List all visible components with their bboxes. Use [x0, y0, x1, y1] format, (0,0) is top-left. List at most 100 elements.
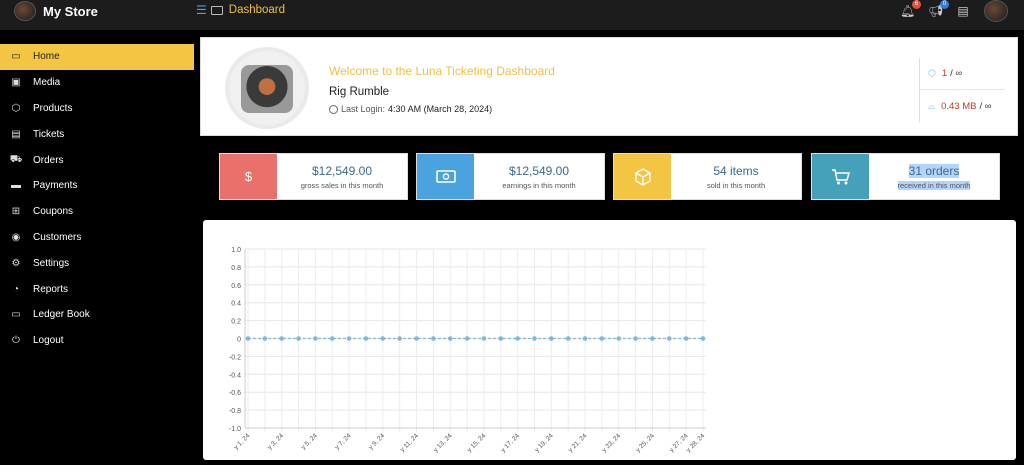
- welcome-heading: Welcome to the Luna Ticketing Dashboard: [329, 64, 555, 78]
- money-icon: ▭: [11, 309, 21, 321]
- sidebar-item-label: Orders: [33, 154, 64, 166]
- sidebar-item-label: Reports: [33, 283, 69, 295]
- sidebar-item-label: Tickets: [33, 128, 65, 140]
- storage-used: 0.43 MB: [941, 100, 977, 112]
- data-point: [650, 336, 655, 341]
- credit-card-icon: ▬: [11, 180, 21, 192]
- stat-value: $12,549.00: [508, 163, 570, 178]
- last-login: Last Login: 4:30 AM (March 28, 2024): [329, 104, 492, 114]
- megaphone-icon[interactable]: 📢︎ 0: [928, 0, 949, 18]
- sales-line-chart: 1.0 0.8 0.6 0.4 0.2 0 -0.2 -0.4 -0.6 -0.8 -1.0y 1,…: [229, 247, 707, 454]
- y-tick-label: 0.8: [231, 265, 241, 272]
- store-name: Rig Rumble: [329, 86, 390, 98]
- sidebar-item-tickets[interactable]: ▤ Tickets: [0, 121, 194, 147]
- clock-icon: [329, 104, 338, 114]
- monitor-icon: ▭: [11, 51, 21, 63]
- menu-toggle-icon[interactable]: ☰: [196, 3, 207, 17]
- data-point: [481, 336, 487, 341]
- data-point: [599, 336, 605, 341]
- gift-icon: ⊞: [11, 206, 21, 218]
- sidebar-item-orders[interactable]: ⛟ Orders: [0, 147, 194, 173]
- pie-chart-icon: ◔: [12, 283, 20, 295]
- y-tick-label: 0.2: [231, 319, 241, 326]
- cart-icon: ⛟: [9, 153, 23, 165]
- sidebar-item-reports[interactable]: ◔ Reports: [0, 276, 194, 302]
- y-tick-label: -0.4: [229, 372, 241, 379]
- last-login-value: 4:30 AM (March 28, 2024): [388, 104, 493, 114]
- stat-card-earnings: $12,549.00 earnings in this month: [416, 153, 605, 200]
- sidebar-item-coupons[interactable]: ⊞ Coupons: [0, 199, 194, 225]
- x-tick-label: y 1, 24: [233, 432, 252, 451]
- data-point: [616, 336, 622, 341]
- x-tick-label: y 15, 24: [466, 432, 488, 454]
- data-point: [565, 336, 571, 341]
- announcement-badge: 0: [940, 0, 949, 9]
- data-point: [498, 336, 504, 341]
- notification-badge: 6: [912, 0, 921, 9]
- sidebar-item-customers[interactable]: ◉ Customers: [0, 225, 194, 251]
- sidebar-item-logout[interactable]: ⏻ Logout: [0, 328, 194, 354]
- data-point: [582, 336, 588, 341]
- box-icon: ⬡: [928, 68, 936, 78]
- sidebar-item-payments[interactable]: ▬ Payments: [0, 173, 194, 199]
- stat-caption: earnings in this month: [502, 180, 576, 190]
- sidebar-item-label: Products: [33, 102, 73, 114]
- data-point: [683, 336, 689, 341]
- sidebar-item-label: Customers: [33, 231, 82, 243]
- sidebar-item-media[interactable]: ▣ Media: [0, 70, 194, 96]
- data-point: [296, 336, 301, 341]
- sidebar-item-label: Coupons: [33, 206, 74, 218]
- sidebar-item-ledger-book[interactable]: ▭ Ledger Book: [0, 302, 194, 328]
- monitor-icon: [210, 5, 223, 15]
- sidebar: ▭ Home ▣ Media ⬡ Products ▤ Tickets ⛟ Orders …: [0, 44, 194, 354]
- sidebar-item-settings[interactable]: ⚙ Settings: [0, 250, 194, 276]
- breadcrumb: ☰ Dashboard: [196, 3, 285, 17]
- sidebar-item-label: Ledger Book: [33, 309, 90, 321]
- data-point: [279, 336, 285, 341]
- sidebar-item-home[interactable]: ▭ Home: [0, 44, 194, 70]
- sidebar-item-label: Home: [33, 51, 60, 63]
- truck-logo-image: [241, 65, 293, 113]
- data-point: [380, 336, 386, 341]
- document-icon[interactable]: ▤: [957, 4, 969, 18]
- x-tick-label: y 5, 24: [300, 432, 319, 451]
- data-point: [329, 336, 335, 341]
- data-point: [515, 336, 520, 341]
- hard-drive-icon: ⌓: [928, 100, 936, 111]
- storage-usage: ⌓ 0.43 MB / ∞: [920, 90, 1005, 122]
- y-tick-label: 0.6: [231, 283, 241, 290]
- cart-icon: [812, 154, 869, 199]
- x-tick-label: y 13, 24: [432, 432, 454, 454]
- stat-caption: received in this month: [897, 180, 971, 190]
- x-tick-label: y 7, 24: [334, 432, 353, 451]
- data-point: [313, 336, 318, 341]
- x-tick-label: y 21, 24: [567, 432, 589, 454]
- store-logo: [225, 47, 309, 129]
- store-avatar: [14, 1, 36, 21]
- bell-icon[interactable]: 🔔︎ 6: [900, 0, 921, 18]
- breadcrumb-label[interactable]: Dashboard: [228, 4, 286, 16]
- data-point: [397, 336, 402, 341]
- stat-card-orders: 31 orders received in this month: [811, 153, 1000, 200]
- sidebar-item-products[interactable]: ⬡ Products: [0, 96, 194, 122]
- x-tick-label: y 23, 24: [601, 432, 623, 454]
- dollar-icon: $: [220, 154, 277, 199]
- stat-value: 54 items: [713, 163, 759, 178]
- products-limit: / ∞: [950, 68, 963, 79]
- data-point: [447, 336, 453, 341]
- x-tick-label: y 19, 24: [533, 432, 555, 454]
- image-icon: ▣: [11, 77, 21, 89]
- ticket-icon: ▤: [11, 128, 21, 140]
- stat-caption: gross sales in this month: [300, 180, 384, 190]
- sidebar-item-label: Logout: [33, 335, 64, 347]
- y-tick-label: -0.8: [229, 408, 241, 415]
- data-point: [431, 336, 436, 341]
- box-icon: [614, 154, 671, 199]
- y-tick-label: -0.2: [229, 354, 241, 361]
- y-tick-label: 1.0: [231, 247, 241, 254]
- data-point: [700, 336, 706, 341]
- user-avatar[interactable]: [984, 0, 1008, 22]
- data-point: [262, 336, 268, 341]
- brand[interactable]: My Store: [14, 0, 98, 22]
- data-point: [245, 336, 251, 341]
